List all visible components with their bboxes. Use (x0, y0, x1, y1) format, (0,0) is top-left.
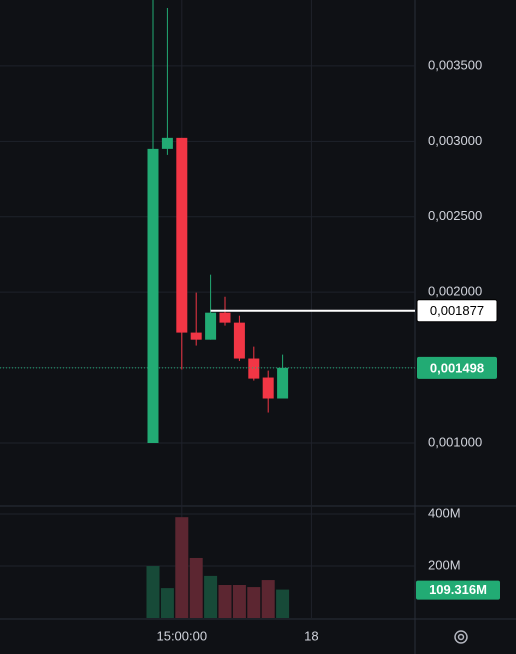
volume-bar (218, 584, 232, 618)
candle-body (190, 332, 202, 340)
last-price-label: 0,001498 (430, 360, 484, 375)
candle-body (161, 137, 173, 149)
candle-body (219, 312, 231, 323)
volume-bar (160, 588, 174, 618)
volume-bar (247, 587, 261, 618)
candle-body (147, 148, 159, 444)
candle-body (248, 358, 260, 379)
y-tick-label: 0,003500 (428, 57, 482, 72)
x-tick-label: 15:00:00 (156, 628, 207, 643)
candle-body (233, 322, 245, 359)
settings-icon[interactable] (454, 630, 468, 644)
candle-body (176, 137, 188, 333)
price-line-label-box (416, 299, 498, 323)
volume-bar (189, 557, 203, 618)
y-tick-label: 0,002000 (428, 284, 482, 299)
gear-hub (457, 633, 465, 641)
candle-body (262, 377, 274, 399)
x-tick-label: 18 (304, 628, 318, 643)
candle-body (205, 312, 217, 340)
y-tick-label: 200M (428, 557, 461, 572)
volume-bar (232, 584, 246, 618)
last-price-label-box (417, 356, 497, 379)
volume-bar (276, 589, 290, 618)
gear (454, 630, 468, 644)
volume-bar (204, 575, 218, 618)
y-tick-label: 0,001000 (428, 434, 482, 449)
volume-label-box (416, 580, 500, 600)
y-tick-label: 0,003000 (428, 133, 482, 148)
y-tick-label: 400M (428, 505, 461, 520)
price-line-label: 0,001877 (430, 303, 484, 318)
volume-bar (146, 566, 160, 618)
y-tick-label: 0,002500 (428, 208, 482, 223)
volume-bar (261, 580, 275, 618)
candle-body (277, 367, 289, 399)
volume-bar (175, 517, 189, 618)
volume-label: 109.316M (429, 582, 487, 597)
